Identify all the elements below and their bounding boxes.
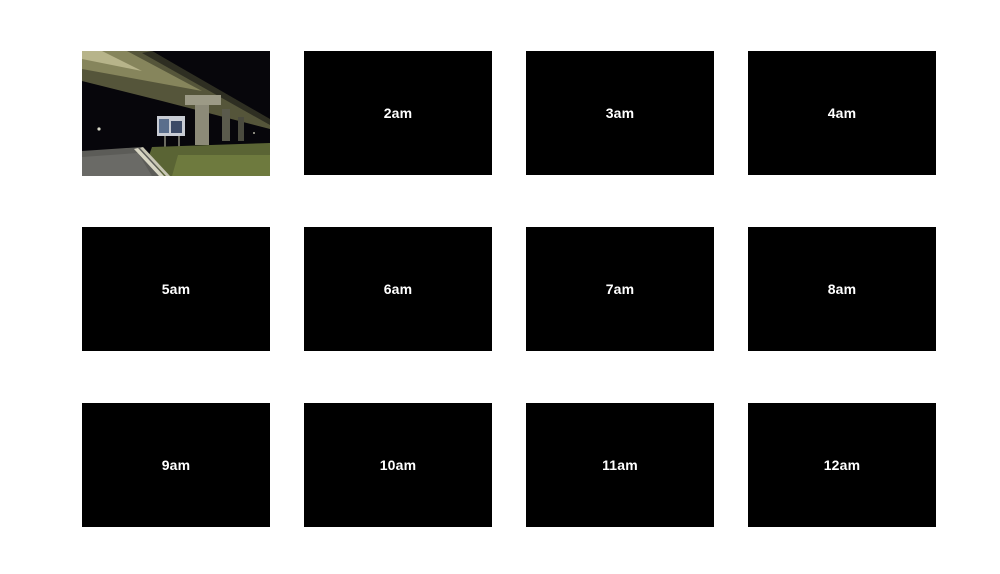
- hour-tile-9am[interactable]: 9am: [82, 403, 270, 527]
- hour-tile-10am[interactable]: 10am: [304, 403, 492, 527]
- hour-label: 3am: [605, 105, 635, 121]
- hour-label: 11am: [602, 457, 638, 473]
- hour-label: 9am: [161, 457, 191, 473]
- hour-label: 4am: [827, 105, 857, 121]
- hour-label: 7am: [605, 281, 635, 297]
- hour-tile-5am[interactable]: 5am: [82, 227, 270, 351]
- hour-tile-12am[interactable]: 12am: [748, 403, 936, 527]
- night-overpass-photo: [82, 51, 270, 176]
- hour-tile-8am[interactable]: 8am: [748, 227, 936, 351]
- hour-label: 5am: [161, 281, 191, 297]
- hour-tile-4am[interactable]: 4am: [748, 51, 936, 175]
- hour-label: 8am: [827, 281, 857, 297]
- hour-label: 12am: [823, 457, 861, 473]
- hour-tile-3am[interactable]: 3am: [526, 51, 714, 175]
- night-overpass-photo-tile[interactable]: [82, 51, 270, 176]
- hour-tile-11am[interactable]: 11am: [526, 403, 714, 527]
- hour-tile-6am[interactable]: 6am: [304, 227, 492, 351]
- hour-label: 2am: [383, 105, 413, 121]
- hour-tile-2am[interactable]: 2am: [304, 51, 492, 175]
- hour-label: 6am: [383, 281, 413, 297]
- hour-label: 10am: [379, 457, 417, 473]
- hourly-image-grid: 2am 3am 4am 5am 6am 7am 8am 9am 10am 11a…: [82, 51, 936, 527]
- hour-tile-7am[interactable]: 7am: [526, 227, 714, 351]
